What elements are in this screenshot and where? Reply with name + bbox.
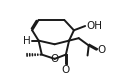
Text: O: O	[96, 45, 105, 55]
Text: OH: OH	[85, 21, 101, 31]
Text: H: H	[23, 36, 30, 46]
Text: O: O	[61, 65, 69, 75]
Text: O: O	[50, 54, 58, 64]
